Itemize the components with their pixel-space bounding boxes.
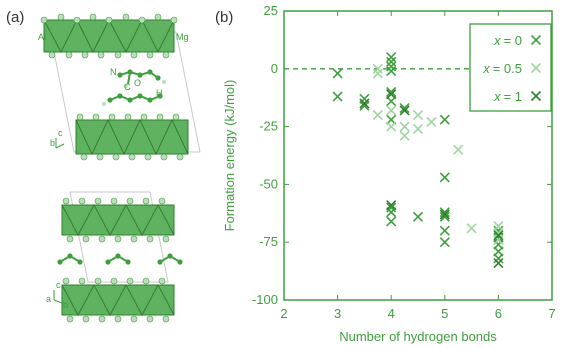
data-point-series-0 [332,68,343,79]
axis-letter-a-lower: a [46,294,51,304]
legend-entry-label: x = 0.5 [482,61,522,76]
data-point-series-2 [493,257,504,269]
legend-entry-label: x = 1 [493,89,522,104]
data-point-series-0 [439,207,450,218]
x-tick-label: 5 [441,306,448,321]
unit-cell-outline-lower [69,191,169,283]
data-point-series-1 [372,63,383,74]
axis-letter-c-lower: c [56,280,61,290]
y-tick-label: -50 [259,176,278,191]
legend-marker [530,90,542,102]
axis-letter-c-upper: c [58,128,63,138]
y-axis-label: Formation energy (kJ/mol) [222,80,237,232]
data-point-series-1 [426,116,437,128]
data-point-series-2 [386,200,397,211]
data-point-series-1 [412,109,424,121]
data-point-series-0 [386,52,397,63]
legend: x = 0x = 0.5x = 1 [469,23,552,112]
data-point-series-1 [372,68,383,79]
x-axis-ticks: 2 3 4 5 6 7 [280,11,556,321]
legend-entry-variable: x [482,61,490,76]
x-tick-label: 2 [280,306,287,321]
axis-letter-b-upper: b [50,138,55,148]
y-tick-label: 25 [264,3,278,18]
data-point-series-0 [332,91,343,102]
data-point-series-1 [466,223,477,234]
axis-letter-b-lower: b [63,300,68,310]
data-point-series-0 [439,172,450,183]
atom-label-mg: Mg [176,32,189,42]
panel-b-label: (b) [215,9,233,26]
x-tick-label: 4 [388,306,395,321]
axis-triad-upper: b c [50,128,65,149]
data-point-series-0 [386,202,397,213]
formation-energy-chart: (b) 25 0 -25 -50 -75 -100 2 3 4 5 6 7 Formation en… [215,3,556,344]
metal-hydroxide-layer-lower-bottom [61,277,175,323]
legend-entry-variable: x [493,33,501,48]
data-point-series-0 [386,61,397,72]
y-axis-ticks: 25 0 -25 -50 -75 -100 [252,3,552,307]
y-tick-label: 0 [271,61,278,76]
data-point-series-1 [399,130,410,141]
data-point-series-0 [439,225,450,236]
legend-entry-value: = 1 [504,89,522,104]
data-point-series-0 [386,216,397,227]
data-point-series-1 [372,109,383,121]
x-axis-label: Number of hydrogen bonds [339,329,497,344]
data-point-series-1 [453,144,464,155]
data-point-series-1 [386,121,397,132]
data-point-series-0 [439,211,450,222]
legend-entry-value: = 0.5 [493,61,522,76]
data-point-series-0 [386,56,397,67]
metal-hydroxide-layer-lower-top [61,197,175,243]
interlayer-molecule: N C O H [102,67,166,106]
atom-label-h: H [156,88,163,98]
x-tick-label: 3 [334,306,341,321]
x-tick-label: 6 [495,306,502,321]
data-point-series-0 [439,237,450,248]
metal-hydroxide-layer-middle [75,113,189,161]
data-point-series-0 [399,103,410,114]
data-point-series-0 [439,114,450,125]
legend-marker [530,62,542,74]
metal-hydroxide-layer-top: Al Mg [38,13,189,59]
y-tick-label: -25 [259,119,278,134]
y-tick-label: -75 [259,234,278,249]
data-point-series-0 [412,211,424,222]
data-point-series-2 [359,98,370,109]
data-point-series-1 [399,121,410,132]
x-tick-label: 7 [548,306,555,321]
data-point-series-2 [386,89,397,100]
legend-marker [530,34,542,46]
plot-area-frame [283,10,553,301]
legend-entry-value: = 0 [504,33,522,48]
atom-label-n: N [110,67,117,77]
data-point-series-1 [386,105,397,116]
interlayer-molecules-lower [57,253,183,265]
legend-entry-variable: x [493,89,501,104]
data-point-series-2 [493,230,504,241]
data-point-series-1 [493,234,504,245]
crystal-structure-panel: (a) Al Mg [6,9,201,323]
data-points [332,52,504,269]
atom-label-al: Al [38,32,46,42]
data-point-series-2 [439,209,450,220]
data-point-series-2 [399,105,410,116]
data-point-series-0 [493,253,504,264]
axis-triad-lower: a c b [46,280,68,310]
atom-label-o: O [134,78,141,88]
data-point-series-0 [386,66,397,77]
data-point-series-0 [359,100,370,111]
y-tick-label: -100 [252,292,278,307]
atom-label-c: C [124,82,131,92]
data-point-series-0 [386,86,397,97]
data-point-series-1 [412,123,424,134]
panel-a-label: (a) [6,9,24,26]
legend-entry-label: x = 0 [493,33,522,48]
